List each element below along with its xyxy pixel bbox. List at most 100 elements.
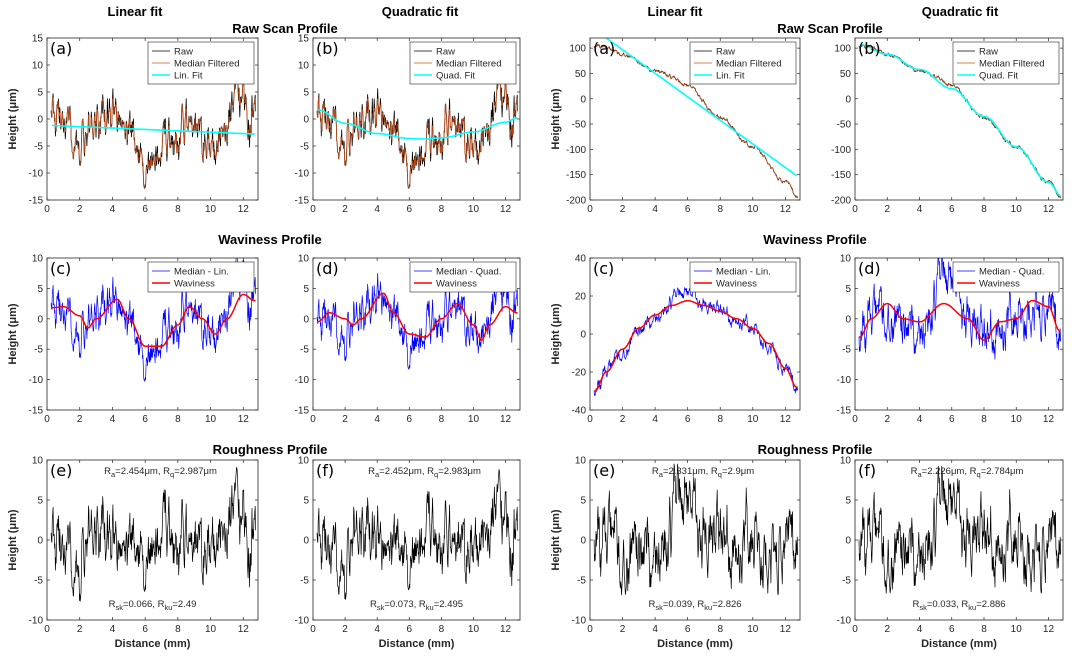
residual-series: [316, 263, 518, 370]
plot-area: [316, 263, 518, 370]
y-tick-label: -5: [300, 142, 309, 153]
y-tick-label: 10: [298, 456, 310, 467]
y-tick-label: -15: [295, 406, 310, 417]
y-tick-label: 0: [303, 115, 309, 126]
x-tick-label: 4: [374, 414, 380, 425]
x-tick-label: 4: [917, 624, 923, 635]
x-axis-label: Distance (mm): [921, 638, 997, 650]
x-tick-label: 0: [310, 624, 316, 635]
y-tick-label: 5: [303, 496, 309, 507]
y-axis-label: Height (μm): [550, 509, 562, 570]
y-tick-label: -5: [300, 345, 309, 356]
x-tick-label: 12: [238, 624, 250, 635]
y-tick-label: 100: [569, 44, 586, 55]
y-tick-label: -15: [29, 196, 44, 207]
plot-area: [593, 287, 798, 396]
header-right-quadratic: Quadratic fit: [922, 4, 999, 19]
linear-fit-line: [51, 124, 255, 135]
x-tick-label: 4: [110, 624, 116, 635]
y-tick-label: -5: [34, 142, 43, 153]
legend-label: Quad. Fit: [979, 71, 1018, 82]
x-tick-label: 12: [500, 414, 512, 425]
x-tick-label: 6: [949, 624, 955, 635]
legend: Median - Lin.Waviness: [689, 261, 797, 293]
residual-series: [50, 258, 256, 382]
x-tick-label: 8: [439, 624, 445, 635]
panel-left-raw-lin: 0 2 4 6 8 10 12 -15 -10 -5 0 5 10 15 Height (μm) (a) Raw…: [7, 34, 259, 215]
y-tick-label: 10: [32, 61, 44, 72]
plot-area: [50, 69, 256, 189]
legend-label: Median - Lin.: [716, 267, 771, 278]
y-tick-label: -10: [572, 616, 587, 627]
x-tick-label: 8: [981, 624, 987, 635]
plot-area: [858, 43, 1061, 198]
y-tick-label: -10: [29, 375, 44, 386]
median-filtered-series: [316, 70, 518, 189]
x-tick-label: 0: [44, 624, 50, 635]
x-tick-label: 10: [1011, 204, 1023, 215]
x-axis-label: Distance (mm): [115, 638, 191, 650]
y-tick-label: 10: [298, 61, 310, 72]
y-tick-label: -10: [29, 169, 44, 180]
median-filtered-series: [593, 44, 798, 198]
y-tick-label: -100: [831, 145, 851, 156]
row-title-right-roughness: Roughness Profile: [758, 442, 873, 457]
panel-letter: (a): [50, 39, 72, 58]
x-tick-label: 8: [981, 414, 987, 425]
x-tick-label: 0: [587, 414, 593, 425]
panel-right-roughness-lin: 0 2 4 6 8 10 12 -10 -5 0 5 10 Height (μm) Distance (m…: [550, 456, 801, 650]
y-tick-label: 0: [580, 536, 586, 547]
x-tick-label: 4: [374, 624, 380, 635]
x-tick-label: 8: [717, 624, 723, 635]
y-tick-label: 5: [303, 88, 309, 99]
legend-box: [689, 261, 797, 293]
y-tick-label: 15: [32, 34, 44, 45]
y-tick-label: -5: [577, 576, 586, 587]
panel-letter: (e): [50, 461, 72, 480]
x-tick-label: 10: [468, 624, 480, 635]
legend-label: Median Filtered: [716, 59, 781, 70]
header-right-linear: Linear fit: [648, 4, 704, 19]
roughness-series: [858, 465, 1061, 594]
x-tick-label: 8: [981, 204, 987, 215]
y-tick-label: 10: [840, 456, 852, 467]
y-tick-label: 100: [834, 44, 851, 55]
x-tick-label: 4: [652, 414, 658, 425]
x-tick-label: 0: [310, 414, 316, 425]
row-title-left-raw: Raw Scan Profile: [232, 21, 337, 36]
x-tick-label: 2: [77, 414, 83, 425]
x-tick-label: 2: [342, 624, 348, 635]
quadratic-fit-line: [317, 109, 518, 140]
y-tick-label: -10: [837, 616, 852, 627]
x-tick-label: 4: [110, 204, 116, 215]
linear-fit-line: [605, 38, 798, 177]
axes-box: [854, 257, 1064, 411]
x-tick-label: 10: [205, 624, 217, 635]
legend-label: Raw: [436, 47, 455, 58]
ra-rq-annotation: Ra=2.452μm, Rq=2.983μm: [368, 466, 481, 479]
x-tick-label: 12: [780, 624, 792, 635]
y-tick-label: 0: [845, 536, 851, 547]
y-tick-label: 5: [580, 496, 586, 507]
y-tick-label: 0: [845, 314, 851, 325]
roughness-series: [593, 463, 798, 596]
y-tick-label: 50: [575, 69, 587, 80]
y-tick-label: -150: [831, 170, 851, 181]
x-tick-label: 0: [587, 624, 593, 635]
legend-label: Waviness: [716, 279, 757, 290]
panel-letter: (a): [593, 39, 615, 58]
legend-label: Median Filtered: [174, 59, 239, 70]
x-tick-label: 6: [406, 414, 412, 425]
y-tick-label: -5: [34, 345, 43, 356]
rsk-rku-annotation: Rsk=0.039, Rku=2.826: [648, 599, 741, 612]
x-tick-label: 0: [44, 414, 50, 425]
x-tick-label: 4: [110, 414, 116, 425]
y-tick-label: 0: [37, 115, 43, 126]
y-tick-label: 0: [580, 94, 586, 105]
x-tick-label: 6: [949, 204, 955, 215]
x-tick-label: 12: [1043, 414, 1055, 425]
residual-series: [858, 258, 1061, 360]
